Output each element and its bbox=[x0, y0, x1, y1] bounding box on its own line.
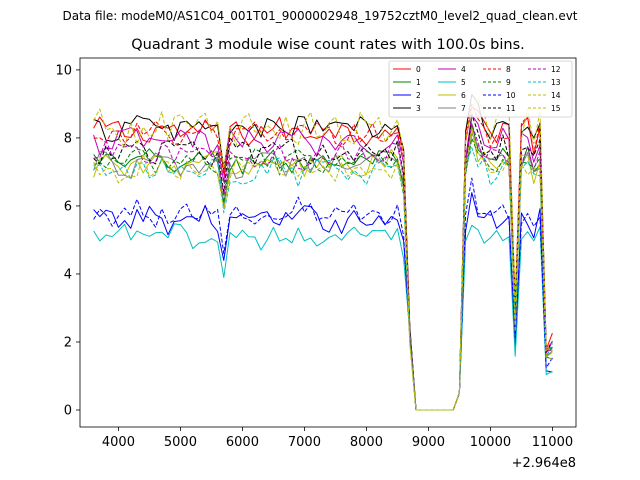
legend-label-9: 9 bbox=[506, 78, 511, 87]
x-tick-label: 9000 bbox=[412, 435, 445, 450]
legend-label-3: 3 bbox=[416, 104, 421, 113]
series-line-10 bbox=[93, 177, 553, 411]
plot-frame bbox=[79, 57, 577, 428]
legend-label-0: 0 bbox=[416, 65, 421, 74]
series-line-12 bbox=[93, 123, 553, 411]
series-line-6 bbox=[93, 127, 553, 411]
x-tick-label: 11000 bbox=[532, 435, 573, 450]
series-line-4 bbox=[93, 114, 553, 411]
legend-label-11: 11 bbox=[506, 104, 516, 113]
y-tick-label: 4 bbox=[64, 267, 72, 282]
legend-label-1: 1 bbox=[416, 78, 421, 87]
series-line-5 bbox=[93, 223, 553, 411]
legend-label-13: 13 bbox=[551, 78, 561, 87]
x-tick-label: 7000 bbox=[288, 435, 321, 450]
legend-label-6: 6 bbox=[461, 91, 466, 100]
x-tick-label: 10000 bbox=[470, 435, 511, 450]
legend-label-12: 12 bbox=[551, 65, 561, 74]
x-tick-label: 5000 bbox=[164, 435, 197, 450]
chart-title: Quadrant 3 module wise count rates with … bbox=[131, 37, 525, 53]
y-tick-label: 6 bbox=[64, 199, 72, 214]
x-tick-label: 4000 bbox=[102, 435, 135, 450]
y-tick-label: 2 bbox=[64, 335, 72, 350]
legend-label-15: 15 bbox=[551, 104, 561, 113]
series-layer bbox=[93, 94, 553, 411]
legend-label-2: 2 bbox=[416, 91, 421, 100]
series-line-2 bbox=[93, 192, 553, 411]
legend-label-4: 4 bbox=[461, 65, 466, 74]
legend-label-14: 14 bbox=[551, 91, 561, 100]
legend-label-5: 5 bbox=[461, 78, 466, 87]
legend-label-10: 10 bbox=[506, 91, 516, 100]
x-axis: 4000 5000 6000 7000 8000 9000 10000 11000 bbox=[102, 427, 573, 450]
legend-label-7: 7 bbox=[461, 104, 466, 113]
y-tick-label: 10 bbox=[55, 63, 72, 78]
legend-label-8: 8 bbox=[506, 65, 511, 74]
series-line-11 bbox=[93, 114, 553, 411]
series-line-15 bbox=[93, 129, 553, 411]
series-line-13 bbox=[93, 147, 553, 411]
series-line-7 bbox=[93, 133, 553, 411]
legend-box bbox=[388, 60, 573, 118]
x-offset-label: +2.964e8 bbox=[512, 456, 576, 471]
suptitle: Data file: modeM0/AS1C04_001T01_90000029… bbox=[62, 9, 577, 23]
x-tick-label: 8000 bbox=[350, 435, 383, 450]
y-tick-label: 0 bbox=[64, 403, 72, 418]
y-axis: 0 2 4 6 8 10 bbox=[55, 63, 80, 418]
y-tick-label: 8 bbox=[64, 131, 72, 146]
x-tick-label: 6000 bbox=[226, 435, 259, 450]
